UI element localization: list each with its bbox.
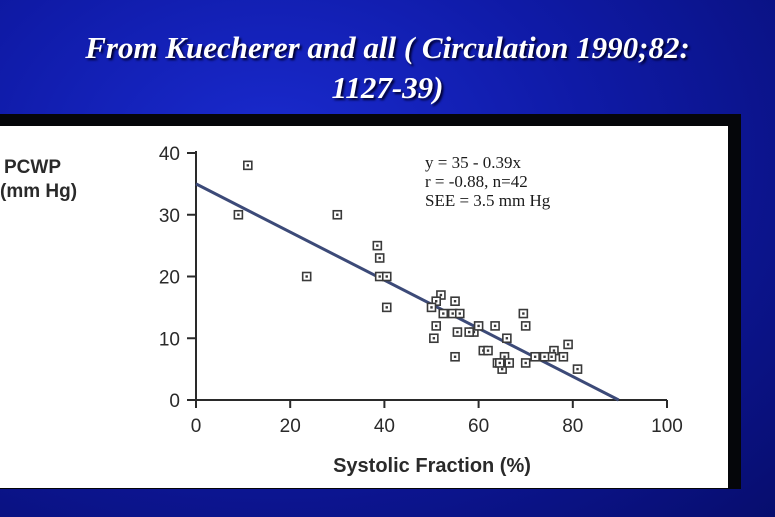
data-point-center bbox=[550, 355, 553, 358]
data-point-center bbox=[246, 164, 250, 167]
data-point-center bbox=[385, 275, 388, 278]
x-axis-label: Systolic Fraction (%) bbox=[333, 455, 531, 477]
data-point-center bbox=[505, 337, 509, 340]
data-point-center bbox=[385, 306, 388, 309]
data-point-center bbox=[493, 324, 497, 328]
y-tick-label: 30 bbox=[159, 206, 180, 227]
y-tick-label: 0 bbox=[169, 391, 180, 412]
data-point-center bbox=[543, 355, 546, 358]
data-point-center bbox=[430, 306, 433, 309]
y-tick-label: 40 bbox=[159, 144, 180, 165]
data-point-center bbox=[378, 256, 381, 260]
data-point-center bbox=[435, 300, 438, 303]
regression-line bbox=[195, 182, 620, 402]
data-point-center bbox=[576, 367, 579, 371]
x-tick-label: 80 bbox=[562, 416, 583, 437]
data-point-center bbox=[503, 355, 506, 358]
y-tick-label: 20 bbox=[159, 268, 180, 289]
y-axis-label-line-1: PCWP bbox=[4, 157, 61, 178]
data-point-center bbox=[508, 361, 511, 365]
y-axis-label-line-2: (mm Hg) bbox=[0, 181, 77, 202]
data-point-center bbox=[442, 312, 445, 315]
data-point-center bbox=[524, 361, 527, 365]
data-point-center bbox=[467, 330, 471, 334]
data-point-center bbox=[498, 361, 501, 365]
y-tick-label: 10 bbox=[159, 329, 180, 350]
data-point-center bbox=[533, 355, 537, 358]
data-point-center bbox=[552, 349, 556, 352]
data-point-center bbox=[378, 275, 381, 278]
data-point-center bbox=[566, 343, 570, 346]
data-point-center bbox=[453, 355, 457, 358]
data-point-center bbox=[439, 293, 443, 297]
data-point-center bbox=[562, 355, 565, 358]
slide-title-line-1: From Kuecherer and all ( Circulation 199… bbox=[85, 30, 690, 65]
data-point-center bbox=[477, 324, 480, 328]
data-point-center bbox=[453, 300, 457, 303]
x-tick-label: 20 bbox=[280, 416, 301, 437]
data-point-center bbox=[500, 367, 504, 371]
x-tick-label: 40 bbox=[374, 416, 395, 437]
data-point-center bbox=[524, 324, 527, 328]
slide-title: From Kuecherer and all ( Circulation 199… bbox=[0, 28, 775, 108]
data-point-center bbox=[435, 324, 438, 328]
correlation-stats: r = -0.88, n=42 bbox=[425, 172, 528, 191]
data-point-center bbox=[237, 213, 240, 216]
data-point-center bbox=[486, 349, 490, 352]
regression-equation: y = 35 - 0.39x bbox=[425, 153, 521, 172]
data-point-center bbox=[432, 337, 436, 340]
data-point-center bbox=[522, 312, 525, 315]
data-point-center bbox=[376, 244, 379, 247]
x-tick-label: 100 bbox=[651, 416, 683, 437]
data-point-center bbox=[458, 312, 461, 315]
standard-error: SEE = 3.5 mm Hg bbox=[425, 191, 551, 210]
data-point-center bbox=[451, 312, 454, 315]
data-point-center bbox=[456, 330, 459, 334]
chart-panel: PCWP (mm Hg) Systolic Fraction (%) y = 3… bbox=[0, 126, 728, 488]
slide-title-line-2: 1127-39) bbox=[331, 70, 444, 105]
data-point-center bbox=[305, 275, 308, 278]
x-tick-label: 0 bbox=[191, 416, 202, 437]
data-point-center bbox=[336, 213, 339, 216]
x-tick-label: 60 bbox=[468, 416, 489, 437]
scatter-chart: PCWP (mm Hg) Systolic Fraction (%) y = 3… bbox=[0, 144, 683, 477]
